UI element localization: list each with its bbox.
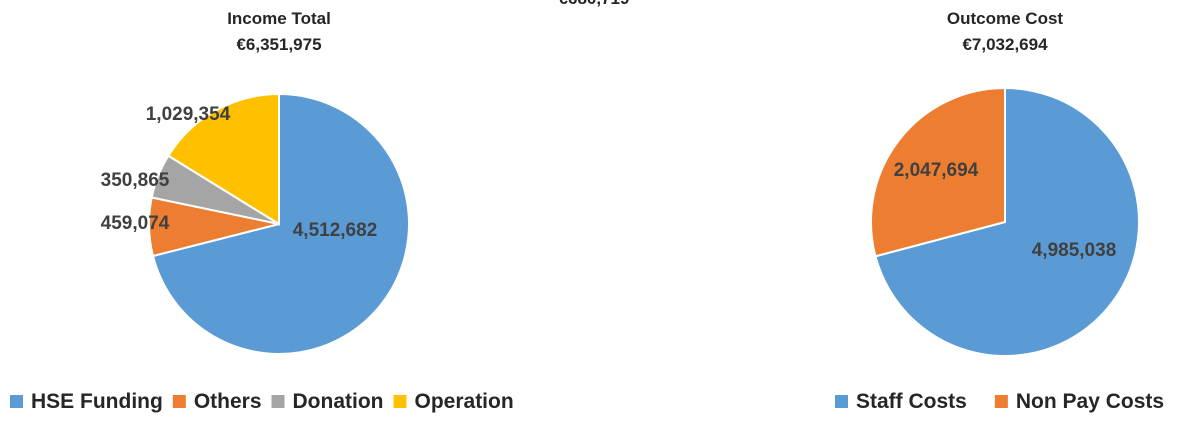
- legend-label-hse-funding: HSE Funding: [31, 390, 163, 413]
- income-chart-subtitle: €6,351,975: [236, 35, 321, 54]
- data-label-hse-funding: 4,512,682: [293, 220, 378, 241]
- income-chart: Income Total €6,351,975 4,512,682 459,074…: [10, 9, 514, 413]
- data-label-operation: 1,029,354: [146, 104, 231, 125]
- pie-slice-non-pay-costs: [870, 86, 1006, 258]
- legend-swatch-operation: [393, 395, 407, 408]
- legend-label-non-pay-costs: Non Pay Costs: [1016, 390, 1164, 413]
- outcome-pie: 4,985,038 2,047,694: [870, 86, 1140, 357]
- legend-swatch-staff-costs: [835, 395, 848, 408]
- legend-label-donation: Donation: [293, 390, 384, 413]
- outcome-chart-title: Outcome Cost: [947, 9, 1064, 28]
- legend-label-others: Others: [194, 390, 262, 413]
- income-pie: 4,512,682 459,074 350,865 1,029,354: [101, 92, 410, 355]
- legend-swatch-donation: [271, 395, 285, 408]
- pie-slice-operation: [166, 92, 280, 226]
- data-label-donation: 350,865: [101, 170, 170, 191]
- legend-swatch-non-pay-costs: [994, 395, 1008, 408]
- data-label-staff-costs: 4,985,038: [1032, 240, 1117, 261]
- clipped-header-text: €680,719: [559, 0, 630, 8]
- outcome-chart-subtitle: €7,032,694: [962, 35, 1048, 54]
- pie-slice-hse-funding: [151, 92, 410, 355]
- data-label-others: 459,074: [101, 213, 170, 234]
- legend-label-operation: Operation: [415, 390, 514, 413]
- pie-slice-staff-costs: [874, 86, 1140, 357]
- outcome-legend: Staff Costs Non Pay Costs: [835, 390, 1164, 413]
- outcome-chart: Outcome Cost €7,032,694 4,985,038 2,047,6…: [835, 9, 1164, 413]
- income-chart-title: Income Total: [227, 9, 331, 28]
- income-legend: HSE Funding Others Donation Operation: [10, 390, 514, 413]
- legend-swatch-hse-funding: [10, 395, 23, 408]
- legend-label-staff-costs: Staff Costs: [856, 390, 967, 413]
- data-label-non-pay-costs: 2,047,694: [894, 160, 979, 181]
- legend-swatch-others: [172, 395, 186, 408]
